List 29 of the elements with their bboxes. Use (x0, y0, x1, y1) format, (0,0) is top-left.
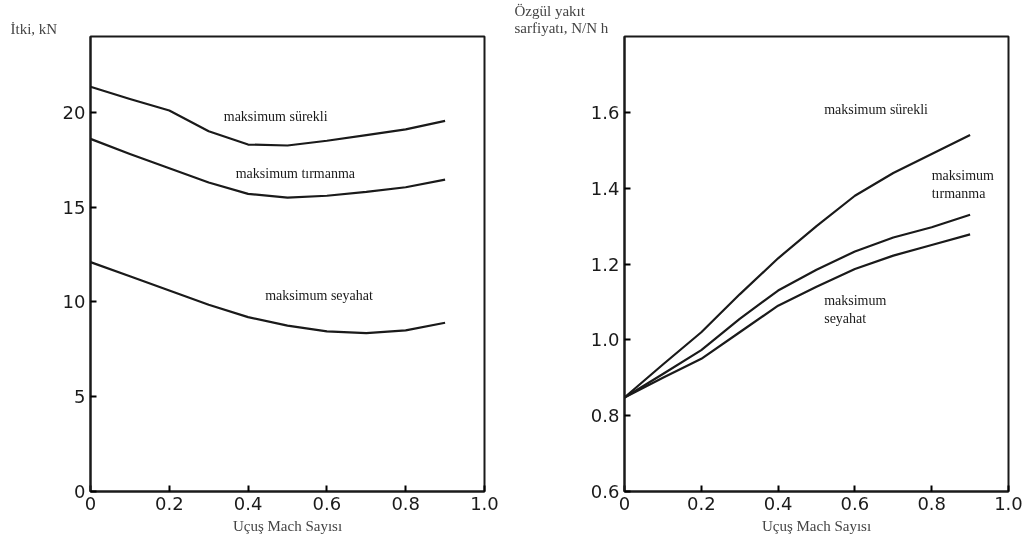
series-label: maksimum sürekli (223, 108, 328, 124)
text: maksimum sürekli (824, 101, 929, 117)
series-label: maksimum tırmanma (235, 165, 356, 181)
x-tick-label: 0.8 (391, 492, 421, 514)
y-tick-label: 0.8 (590, 405, 620, 427)
y-tick-label: 20 (62, 101, 86, 123)
y-tick-label: 15 (62, 196, 86, 218)
x-tick-label: 0.4 (233, 492, 263, 514)
series-label: maksimum tırmanma (931, 168, 995, 201)
x-tick-label: 0.2 (686, 492, 716, 514)
y-tick-label: 1.4 (590, 177, 620, 199)
y-axis-title: Özgül yakıt sarfiyatı, N/N h (514, 2, 609, 37)
x-axis-title: Uçuş Mach Sayısı (232, 517, 343, 534)
x-tick-label: 0.4 (763, 492, 793, 514)
x-tick-label: 1.0 (994, 492, 1023, 514)
x-tick-label: 0.8 (917, 492, 947, 514)
y-tick-label: 1.6 (590, 101, 620, 123)
y-tick-label: 1.0 (590, 329, 620, 351)
y-tick-label: 1.2 (590, 253, 620, 275)
x-axis-title: Uçuş Mach Sayısı (761, 517, 872, 534)
x-tick-label: 1.0 (470, 492, 499, 514)
x-tick-label: 0.2 (154, 492, 184, 514)
y-tick-label: 5 (74, 386, 86, 408)
x-tick-label: 0.6 (312, 492, 342, 514)
y-axis-title: İtki, kN (10, 20, 58, 37)
series-label: maksimum seyahat (265, 288, 373, 304)
x-tick-label: 0.6 (840, 492, 870, 514)
y-tick-label: 10 (62, 291, 86, 313)
series-label: maksimum seyahat (824, 293, 887, 326)
